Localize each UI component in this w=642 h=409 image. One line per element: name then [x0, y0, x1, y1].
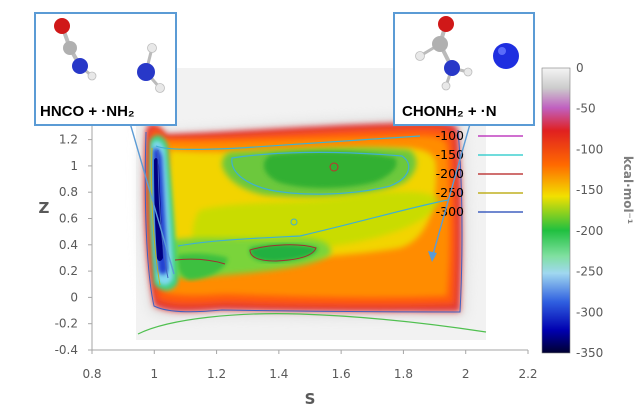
- x-tick-label: 1.2: [207, 367, 226, 381]
- colorbar-tick-label: -350: [576, 346, 603, 360]
- x-tick-label: 1: [150, 367, 158, 381]
- annotation-chonh2-n: CHONH₂ + ·N: [393, 12, 535, 262]
- colorbar-unit-label: kcal·mol⁻¹: [621, 156, 635, 224]
- annotation-arrowhead: [428, 251, 437, 262]
- annotation-pointer-line: [129, 122, 175, 275]
- y-tick-labels: -0.4 -0.2 0 0.2 0.4 0.6 0.8 1 1.2: [55, 133, 92, 357]
- contour-legend-label: -100: [436, 128, 464, 143]
- x-tick-label: 0.8: [82, 367, 101, 381]
- x-axis-label: S: [305, 390, 316, 408]
- y-tick-label: 1.2: [59, 133, 78, 147]
- nh2-molecule-icon: [137, 43, 165, 93]
- x-tick-label: 1.8: [394, 367, 413, 381]
- x-tick-label: 1.4: [269, 367, 288, 381]
- colorbar-tick-label: -250: [576, 265, 603, 279]
- molecule-box-right: [393, 12, 535, 126]
- x-tick-label: 2: [462, 367, 470, 381]
- y-tick-label: 0.8: [59, 185, 78, 199]
- contour-legend-label: -300: [436, 204, 464, 219]
- y-tick-label: 0.6: [59, 212, 78, 226]
- contour-legend-label: -200: [436, 166, 464, 181]
- y-tick-label: 0.4: [59, 238, 78, 252]
- contour-legend-label: -250: [436, 185, 464, 200]
- colorbar-tick-label: -100: [576, 142, 603, 156]
- annotation-hnco-nh2: HNCO + ·NH₂: [34, 12, 177, 275]
- nitrogen-atom-icon: [493, 43, 519, 69]
- colorbar-tick-label: -300: [576, 305, 603, 319]
- y-tick-label: -0.4: [55, 343, 78, 357]
- y-axis-label: Z: [39, 199, 50, 217]
- colorbar-tick-label: -50: [576, 102, 596, 116]
- y-tick-label: 0: [70, 290, 78, 304]
- colorbar-tick-label: -150: [576, 183, 603, 197]
- x-tick-labels: 0.8 1 1.2 1.4 1.6 1.8 2 2.2: [82, 350, 538, 381]
- y-tick-label: 1: [70, 159, 78, 173]
- x-tick-label: 1.6: [332, 367, 351, 381]
- y-tick-label: -0.2: [55, 317, 78, 331]
- hnco-molecule-icon: [54, 18, 97, 81]
- annotation-pointer-line: [431, 123, 471, 259]
- contour-legend-label: -150: [436, 147, 464, 162]
- y-tick-label: 0.2: [59, 264, 78, 278]
- chonh2-molecule-icon: [415, 16, 473, 91]
- annotation-label-hnco-nh2: HNCO + ·NH₂: [40, 103, 135, 120]
- colorbar-tick-labels: 0 -50 -100 -150 -200 -250 -300 -350: [576, 61, 603, 360]
- colorbar-tick-label: 0: [576, 61, 584, 75]
- colorbar-tick-label: -200: [576, 224, 603, 238]
- contour-legend: -100 -150 -200 -250 -300: [436, 128, 523, 219]
- contour-lines: [144, 129, 463, 313]
- annotation-label-chonh2-n: CHONH₂ + ·N: [402, 103, 497, 120]
- colorbar: [541, 67, 571, 354]
- x-tick-label: 2.2: [518, 367, 537, 381]
- heatmap-surface: [137, 116, 487, 335]
